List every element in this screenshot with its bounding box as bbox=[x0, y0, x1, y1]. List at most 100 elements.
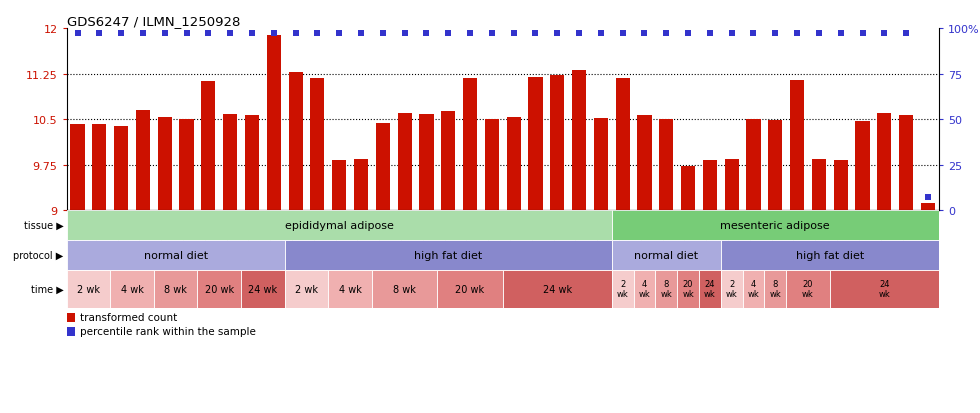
Bar bbox=[830, 270, 939, 308]
Point bbox=[637, 31, 653, 38]
Point bbox=[550, 31, 565, 38]
Text: 4
wk: 4 wk bbox=[748, 280, 760, 299]
Point bbox=[397, 31, 413, 38]
Point bbox=[70, 31, 85, 38]
Text: high fat diet: high fat diet bbox=[415, 250, 482, 260]
Point bbox=[506, 31, 521, 38]
Bar bbox=[67, 313, 74, 322]
Bar bbox=[114, 127, 128, 211]
Text: mesenteric adipose: mesenteric adipose bbox=[720, 221, 830, 230]
Bar bbox=[111, 270, 154, 308]
Point bbox=[222, 31, 238, 38]
Point bbox=[659, 31, 674, 38]
Text: 2 wk: 2 wk bbox=[77, 284, 100, 294]
Text: 24
wk: 24 wk bbox=[704, 280, 715, 299]
Text: 8 wk: 8 wk bbox=[393, 284, 416, 294]
Text: 8
wk: 8 wk bbox=[769, 280, 781, 299]
Point bbox=[571, 31, 587, 38]
Bar bbox=[92, 125, 107, 211]
Bar bbox=[612, 270, 633, 308]
Text: 4
wk: 4 wk bbox=[639, 280, 651, 299]
Point bbox=[614, 31, 630, 38]
Bar bbox=[437, 270, 503, 308]
Bar bbox=[332, 161, 346, 211]
Point bbox=[876, 31, 892, 38]
Text: 20 wk: 20 wk bbox=[205, 284, 234, 294]
Point bbox=[288, 31, 304, 38]
Bar bbox=[811, 160, 826, 211]
Bar bbox=[503, 270, 612, 308]
Point bbox=[463, 31, 478, 38]
Bar bbox=[67, 328, 74, 336]
Bar bbox=[67, 211, 612, 240]
Bar bbox=[921, 203, 935, 211]
Bar bbox=[834, 161, 848, 211]
Bar bbox=[656, 270, 677, 308]
Point bbox=[680, 31, 696, 38]
Text: percentile rank within the sample: percentile rank within the sample bbox=[80, 327, 256, 337]
Text: 20
wk: 20 wk bbox=[682, 280, 694, 299]
Point bbox=[702, 31, 717, 38]
Bar bbox=[67, 240, 285, 270]
Bar bbox=[354, 160, 368, 211]
Text: high fat diet: high fat diet bbox=[796, 250, 864, 260]
Bar bbox=[463, 79, 477, 211]
Bar bbox=[877, 114, 892, 211]
Bar bbox=[786, 270, 830, 308]
Bar bbox=[612, 211, 939, 240]
Text: GDS6247 / ILMN_1250928: GDS6247 / ILMN_1250928 bbox=[67, 15, 240, 28]
Point bbox=[899, 31, 914, 38]
Point bbox=[178, 31, 194, 38]
Bar bbox=[328, 270, 372, 308]
Bar bbox=[899, 116, 913, 211]
Point bbox=[527, 31, 543, 38]
Point bbox=[811, 31, 827, 38]
Bar bbox=[528, 78, 543, 211]
Bar bbox=[612, 240, 721, 270]
Bar bbox=[768, 120, 782, 211]
Text: epididymal adipose: epididymal adipose bbox=[285, 221, 394, 230]
Bar bbox=[485, 120, 499, 211]
Bar bbox=[721, 270, 743, 308]
Bar bbox=[721, 240, 939, 270]
Point bbox=[833, 31, 849, 38]
Point bbox=[440, 31, 456, 38]
Point bbox=[114, 31, 129, 38]
Bar bbox=[594, 119, 608, 211]
Point bbox=[310, 31, 325, 38]
Point bbox=[724, 31, 740, 38]
Point bbox=[375, 31, 391, 38]
Text: 8
wk: 8 wk bbox=[661, 280, 672, 299]
Text: normal diet: normal diet bbox=[634, 250, 699, 260]
Text: 4 wk: 4 wk bbox=[339, 284, 362, 294]
Bar bbox=[633, 270, 656, 308]
Bar bbox=[398, 114, 412, 211]
Bar bbox=[572, 71, 586, 211]
Bar bbox=[267, 36, 281, 211]
Text: 2
wk: 2 wk bbox=[616, 280, 628, 299]
Bar bbox=[703, 161, 717, 211]
Bar bbox=[288, 73, 303, 211]
Text: 8 wk: 8 wk bbox=[165, 284, 187, 294]
Text: 24 wk: 24 wk bbox=[543, 284, 571, 294]
Point bbox=[91, 31, 107, 38]
Point bbox=[855, 31, 870, 38]
Bar bbox=[71, 125, 84, 211]
Bar bbox=[285, 270, 328, 308]
Point bbox=[746, 31, 761, 38]
Text: 24
wk: 24 wk bbox=[878, 280, 890, 299]
Bar bbox=[764, 270, 786, 308]
Bar bbox=[311, 79, 324, 211]
Point bbox=[418, 31, 434, 38]
Bar bbox=[441, 111, 456, 211]
Point bbox=[484, 31, 500, 38]
Text: 20 wk: 20 wk bbox=[456, 284, 484, 294]
Text: time ▶: time ▶ bbox=[31, 284, 64, 294]
Point bbox=[331, 31, 347, 38]
Bar bbox=[223, 115, 237, 211]
Bar bbox=[419, 114, 433, 211]
Bar bbox=[856, 121, 869, 211]
Text: 20
wk: 20 wk bbox=[803, 280, 813, 299]
Bar bbox=[375, 123, 390, 211]
Bar bbox=[747, 120, 760, 211]
